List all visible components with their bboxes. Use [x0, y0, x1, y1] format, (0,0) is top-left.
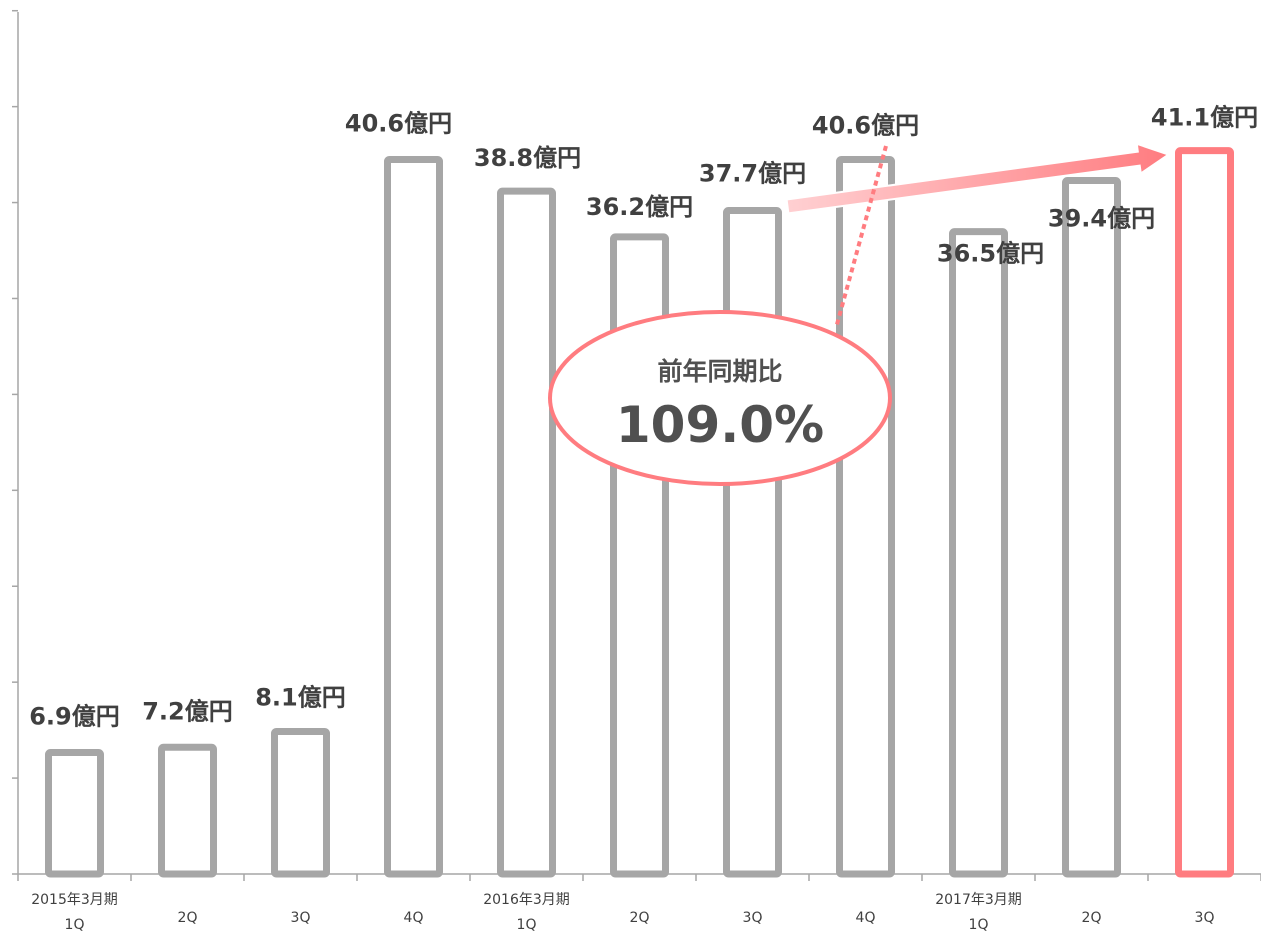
bar-value-label: 36.2億円 [586, 193, 693, 221]
bar [1062, 177, 1121, 878]
axes: 1Q 2Q 3Q 4Q 1Q 2Q 3Q 4Q 1Q 2Q 3Q 2015年3月期 2016年3月期 20… [12, 9, 1261, 933]
bar [271, 727, 330, 878]
bar [497, 187, 556, 878]
callout-bubble [548, 310, 892, 486]
bars [45, 147, 1234, 878]
bar [384, 155, 443, 878]
bar-value-label: 37.7億円 [699, 159, 806, 187]
bar-highlight [1175, 147, 1234, 878]
bar [45, 749, 104, 878]
x-tick-label: 2Q [1082, 910, 1102, 926]
period-label: 2016年3月期 [483, 892, 570, 908]
x-tick-label: 2Q [630, 910, 650, 926]
bar [836, 155, 895, 878]
growth-arrow [785, 142, 1171, 215]
x-tick-label: 1Q [65, 917, 85, 933]
bar-value-labels: 6.9億円 7.2億円 8.1億円40.6億円38.8億円36.2億円37.7億円4… [29, 104, 1258, 731]
x-tick-label: 4Q [856, 910, 876, 926]
yoy-annotation: 前年同期比 109.0% [548, 142, 1171, 486]
bar [949, 228, 1008, 878]
period-label: 2017年3月期 [935, 892, 1022, 908]
bar-value-label: 40.6億円 [345, 109, 452, 137]
bar-value-label: 39.4億円 [1048, 205, 1155, 233]
x-tick-label: 3Q [291, 910, 311, 926]
bar-value-label: 7.2億円 [142, 697, 233, 725]
bar [158, 743, 217, 878]
callout-value: 109.0% [616, 396, 824, 454]
x-tick-label: 4Q [404, 910, 424, 926]
bar [723, 206, 782, 878]
bar-value-label: 38.8億円 [474, 144, 581, 172]
x-tick-label: 3Q [1195, 910, 1215, 926]
period-label: 2015年3月期 [31, 892, 118, 908]
callout-title: 前年同期比 [657, 357, 782, 386]
bar-value-label: 8.1億円 [255, 683, 346, 711]
x-tick-label: 3Q [743, 910, 763, 926]
x-tick-label: 1Q [969, 917, 989, 933]
callout-pointer [834, 145, 888, 329]
bar-value-label: 6.9億円 [29, 703, 120, 731]
bar-value-label: 40.6億円 [812, 111, 919, 139]
x-tick-label: 2Q [178, 910, 198, 926]
bar-value-label: 41.1億円 [1151, 104, 1258, 132]
bar-value-label: 36.5億円 [937, 240, 1044, 268]
x-tick-label: 1Q [517, 917, 537, 933]
